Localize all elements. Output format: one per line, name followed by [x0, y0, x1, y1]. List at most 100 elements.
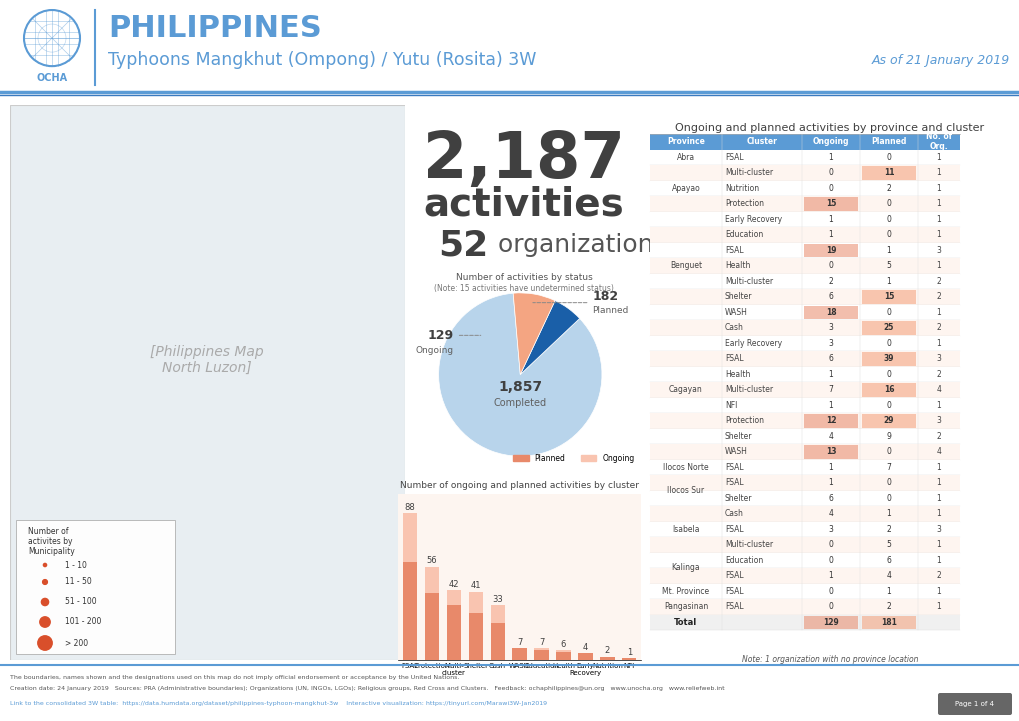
- FancyBboxPatch shape: [649, 242, 959, 258]
- Text: Shelter: Shelter: [725, 494, 752, 503]
- Text: 1: 1: [935, 230, 941, 239]
- Text: 182: 182: [592, 291, 618, 304]
- Text: > 200: > 200: [65, 639, 88, 647]
- Circle shape: [44, 563, 47, 567]
- Text: Cagayan: Cagayan: [668, 385, 702, 394]
- Text: Pangasinan: Pangasinan: [663, 602, 707, 611]
- FancyBboxPatch shape: [10, 105, 405, 660]
- FancyBboxPatch shape: [649, 335, 959, 351]
- Text: 19: 19: [825, 246, 836, 255]
- Text: 1: 1: [935, 215, 941, 224]
- Circle shape: [38, 636, 52, 650]
- Bar: [578, 653, 592, 660]
- FancyBboxPatch shape: [861, 616, 915, 629]
- Text: 0: 0: [827, 261, 833, 270]
- Text: 3: 3: [935, 416, 941, 425]
- Text: 0: 0: [886, 153, 891, 162]
- Text: 7: 7: [538, 638, 544, 647]
- Text: organizations: organizations: [489, 233, 666, 257]
- Text: PHILIPPINES: PHILIPPINES: [108, 14, 321, 43]
- Text: Ongoing: Ongoing: [812, 137, 849, 146]
- FancyBboxPatch shape: [803, 244, 857, 257]
- FancyBboxPatch shape: [649, 459, 959, 475]
- Text: 0: 0: [827, 168, 833, 177]
- Text: activites by: activites by: [28, 537, 72, 547]
- Text: Province: Province: [666, 137, 704, 146]
- Bar: [446, 605, 461, 660]
- Text: Ilocos Sur: Ilocos Sur: [666, 486, 704, 495]
- Bar: [446, 590, 461, 605]
- Text: 6: 6: [827, 292, 833, 301]
- Text: 1: 1: [626, 648, 632, 657]
- Text: 1: 1: [886, 246, 891, 255]
- FancyBboxPatch shape: [649, 258, 959, 273]
- Text: 0: 0: [886, 308, 891, 317]
- Text: 2: 2: [827, 277, 833, 286]
- Text: 1: 1: [935, 153, 941, 162]
- Title: Number of ongoing and planned activities by cluster: Number of ongoing and planned activities…: [399, 481, 639, 490]
- Text: Planned: Planned: [592, 306, 628, 315]
- Text: 11: 11: [882, 168, 894, 177]
- FancyBboxPatch shape: [649, 583, 959, 599]
- Text: 1,857: 1,857: [497, 380, 542, 394]
- FancyBboxPatch shape: [649, 428, 959, 444]
- Text: Ongoing and planned activities by province and cluster: Ongoing and planned activities by provin…: [675, 123, 983, 133]
- Text: FSAL: FSAL: [725, 463, 743, 472]
- Bar: [424, 593, 438, 660]
- FancyBboxPatch shape: [649, 490, 959, 506]
- Text: Link to the consolidated 3W table:  https://data.humdata.org/dataset/philippines: Link to the consolidated 3W table: https…: [10, 701, 546, 706]
- FancyBboxPatch shape: [649, 475, 959, 490]
- FancyBboxPatch shape: [803, 306, 857, 319]
- Text: 16: 16: [882, 385, 894, 394]
- Text: 1: 1: [886, 277, 891, 286]
- Circle shape: [40, 616, 50, 627]
- Text: 1: 1: [935, 199, 941, 208]
- Bar: [534, 648, 548, 650]
- Bar: [468, 592, 482, 614]
- Text: 3: 3: [935, 354, 941, 363]
- Text: NFI: NFI: [725, 401, 737, 410]
- FancyBboxPatch shape: [649, 211, 959, 227]
- Text: Apayao: Apayao: [671, 184, 700, 193]
- Bar: [622, 658, 636, 660]
- Text: 13: 13: [825, 447, 836, 456]
- Text: WASH: WASH: [725, 447, 747, 456]
- Text: 11 - 50: 11 - 50: [65, 578, 92, 586]
- Text: 129: 129: [822, 618, 838, 627]
- Text: Note: 1 organization with no province location: Note: 1 organization with no province lo…: [741, 655, 917, 665]
- Text: 2,187: 2,187: [423, 129, 625, 191]
- Text: 42: 42: [448, 580, 459, 589]
- FancyBboxPatch shape: [649, 614, 959, 630]
- Text: 1: 1: [827, 215, 833, 224]
- Text: 4: 4: [886, 571, 891, 580]
- Text: 7: 7: [827, 385, 833, 394]
- Text: 4: 4: [827, 432, 833, 441]
- Text: 0: 0: [886, 494, 891, 503]
- Text: 0: 0: [827, 540, 833, 549]
- Text: 1: 1: [935, 540, 941, 549]
- FancyBboxPatch shape: [649, 289, 959, 304]
- Text: FSAL: FSAL: [725, 478, 743, 487]
- Text: 9: 9: [886, 432, 891, 441]
- Text: Protection: Protection: [725, 416, 763, 425]
- FancyBboxPatch shape: [803, 414, 857, 428]
- Text: 0: 0: [827, 556, 833, 565]
- Text: 2: 2: [935, 277, 941, 286]
- Text: 15: 15: [825, 199, 836, 208]
- Wedge shape: [513, 293, 554, 374]
- Text: 1: 1: [935, 463, 941, 472]
- Text: 0: 0: [827, 587, 833, 596]
- Text: 1: 1: [935, 184, 941, 193]
- FancyBboxPatch shape: [861, 414, 915, 428]
- Text: 3: 3: [935, 246, 941, 255]
- Text: Health: Health: [725, 261, 750, 270]
- Text: 1: 1: [886, 587, 891, 596]
- FancyBboxPatch shape: [649, 382, 959, 397]
- Text: 18: 18: [824, 308, 836, 317]
- Text: 1: 1: [827, 153, 833, 162]
- Text: WASH: WASH: [725, 308, 747, 317]
- Text: No. of
Org.: No. of Org.: [925, 132, 951, 151]
- FancyBboxPatch shape: [649, 165, 959, 180]
- Text: FSAL: FSAL: [725, 571, 743, 580]
- FancyBboxPatch shape: [649, 227, 959, 242]
